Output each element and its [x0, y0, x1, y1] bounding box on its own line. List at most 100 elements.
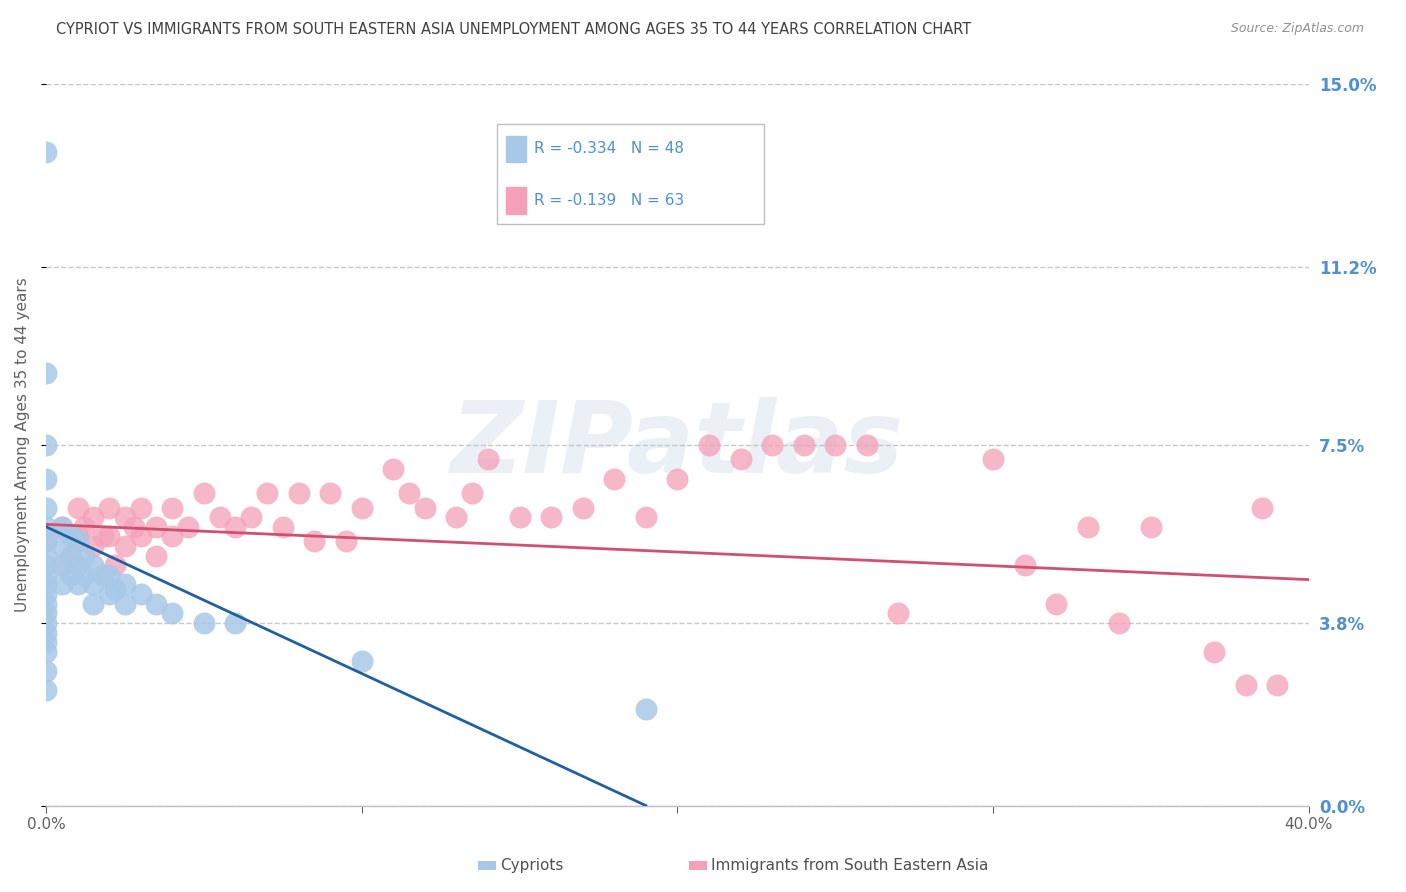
Point [104, 558, 127, 573]
Point [104, 582, 127, 597]
Point [35, 534, 58, 549]
Point [477, 452, 499, 467]
Point [224, 520, 246, 534]
Point [193, 615, 215, 630]
Point [98, 587, 121, 601]
Point [634, 510, 657, 524]
Point [91, 567, 114, 582]
Y-axis label: Unemployment Among Ages 35 to 44 years: Unemployment Among Ages 35 to 44 years [15, 277, 30, 613]
Point [73, 567, 96, 582]
Point [856, 438, 879, 452]
Point [145, 520, 167, 534]
Point [697, 438, 720, 452]
Point [60, 549, 83, 563]
Point [114, 539, 136, 553]
Point [824, 438, 846, 452]
Point [60, 549, 83, 563]
Point [540, 510, 562, 524]
Point [35, 664, 58, 678]
Point [35, 534, 58, 549]
Point [287, 486, 309, 500]
Point [35, 645, 58, 659]
Point [35, 549, 58, 563]
Point [162, 607, 184, 621]
Point [1250, 500, 1272, 515]
Point [66, 558, 89, 573]
Point [60, 529, 83, 543]
Point [571, 500, 593, 515]
Point [66, 577, 89, 591]
Point [761, 438, 783, 452]
Point [73, 549, 96, 563]
Point [73, 520, 96, 534]
Text: ZIPatlas: ZIPatlas [451, 397, 904, 493]
Point [35, 558, 58, 573]
Point [51, 520, 73, 534]
Point [35, 635, 58, 649]
Point [271, 520, 294, 534]
Point [1045, 597, 1067, 611]
Point [51, 539, 73, 553]
Point [224, 615, 246, 630]
Point [129, 529, 152, 543]
Point [35, 587, 58, 601]
Point [82, 577, 104, 591]
Point [98, 529, 121, 543]
Point [66, 529, 89, 543]
Point [35, 567, 58, 582]
Point [114, 577, 136, 591]
Point [82, 558, 104, 573]
Point [350, 654, 373, 668]
Point [145, 597, 167, 611]
Point [82, 510, 104, 524]
Point [304, 534, 326, 549]
Point [398, 486, 420, 500]
Point [887, 607, 910, 621]
Point [35, 683, 58, 698]
Text: Cypriots: Cypriots [501, 858, 564, 872]
Point [666, 472, 689, 486]
Point [256, 486, 278, 500]
Point [60, 567, 83, 582]
Point [382, 462, 405, 476]
Text: R = -0.139   N = 63: R = -0.139 N = 63 [534, 193, 685, 208]
Point [461, 486, 484, 500]
Point [66, 500, 89, 515]
Point [51, 520, 73, 534]
Point [446, 510, 468, 524]
Point [413, 500, 436, 515]
Point [1108, 615, 1130, 630]
Point [35, 607, 58, 621]
Point [129, 587, 152, 601]
Point [1140, 520, 1163, 534]
Point [1077, 520, 1099, 534]
Point [981, 452, 1004, 467]
Point [35, 625, 58, 640]
Point [730, 452, 752, 467]
Point [162, 529, 184, 543]
Point [35, 438, 58, 452]
Point [98, 500, 121, 515]
Point [1014, 558, 1036, 573]
Point [35, 615, 58, 630]
Text: CYPRIOT VS IMMIGRANTS FROM SOUTH EASTERN ASIA UNEMPLOYMENT AMONG AGES 35 TO 44 Y: CYPRIOT VS IMMIGRANTS FROM SOUTH EASTERN… [56, 22, 972, 37]
Point [35, 472, 58, 486]
Point [193, 486, 215, 500]
Point [634, 702, 657, 716]
Point [114, 597, 136, 611]
Point [177, 520, 200, 534]
Text: R = -0.334   N = 48: R = -0.334 N = 48 [534, 142, 685, 156]
Text: Source: ZipAtlas.com: Source: ZipAtlas.com [1230, 22, 1364, 36]
Point [51, 558, 73, 573]
Point [1234, 678, 1257, 692]
Point [114, 510, 136, 524]
Point [35, 577, 58, 591]
Point [82, 597, 104, 611]
Point [1204, 645, 1226, 659]
Point [208, 510, 231, 524]
Point [145, 549, 167, 563]
Point [51, 577, 73, 591]
Point [793, 438, 815, 452]
Point [98, 567, 121, 582]
Point [350, 500, 373, 515]
